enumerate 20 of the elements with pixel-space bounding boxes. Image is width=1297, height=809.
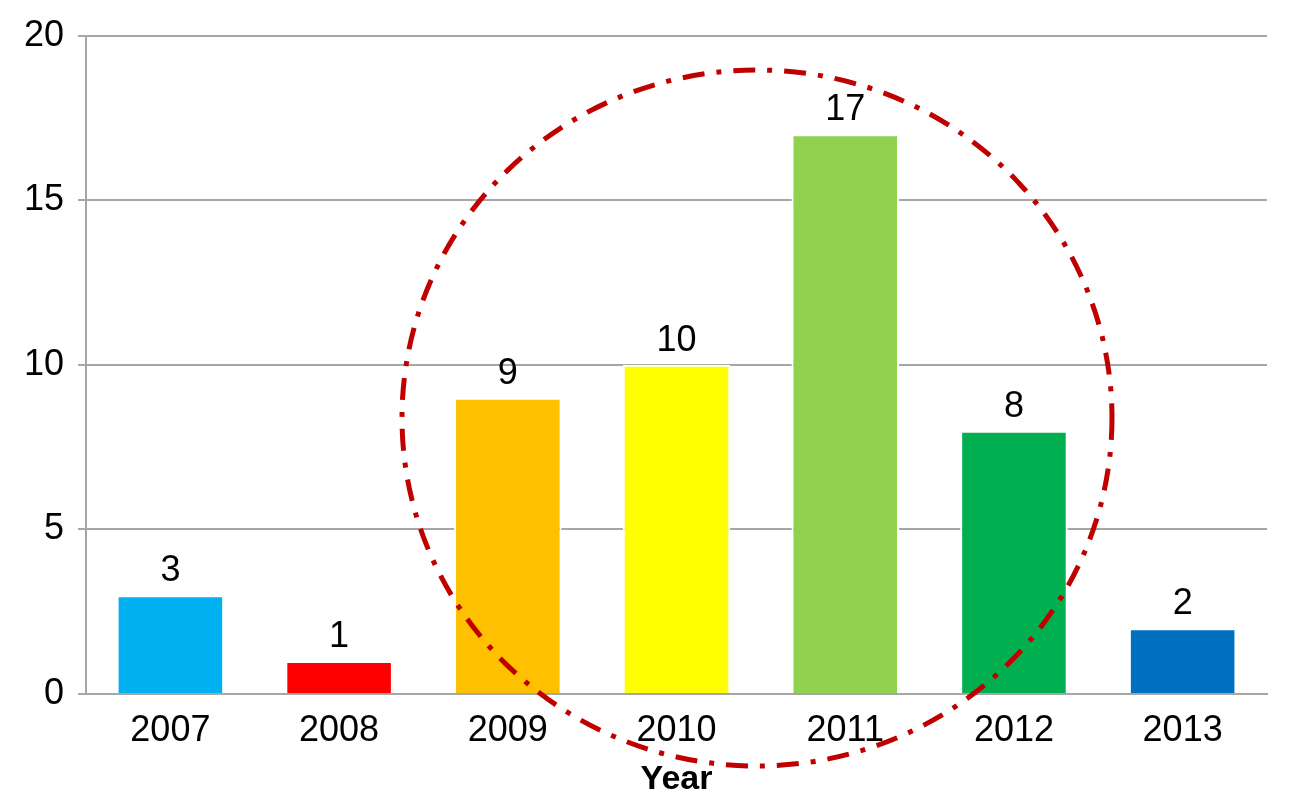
data-label: 1 (329, 614, 350, 655)
y-tick-label: 0 (44, 670, 65, 712)
data-label: 3 (160, 548, 181, 590)
data-label: 10 (656, 317, 697, 359)
y-tick-label: 20 (24, 12, 65, 54)
x-tick-label: 2007 (130, 707, 211, 749)
y-tick-label: 10 (24, 341, 65, 383)
data-label: 9 (497, 350, 518, 392)
x-tick-label: 2012 (973, 707, 1054, 749)
y-tick-label: 15 (24, 177, 65, 219)
x-tick-label: 2013 (1142, 707, 1223, 749)
x-tick-label: 2009 (467, 707, 548, 749)
y-tick-label: 5 (44, 506, 65, 548)
x-tick-label: 2010 (636, 707, 717, 749)
data-label: 17 (825, 87, 866, 129)
data-label: 2 (1172, 581, 1193, 623)
data-label: 8 (1003, 383, 1024, 425)
x-tick-label: 2011 (806, 707, 884, 749)
x-tick-label: 2008 (299, 707, 380, 749)
x-axis-title: Year (640, 757, 713, 796)
